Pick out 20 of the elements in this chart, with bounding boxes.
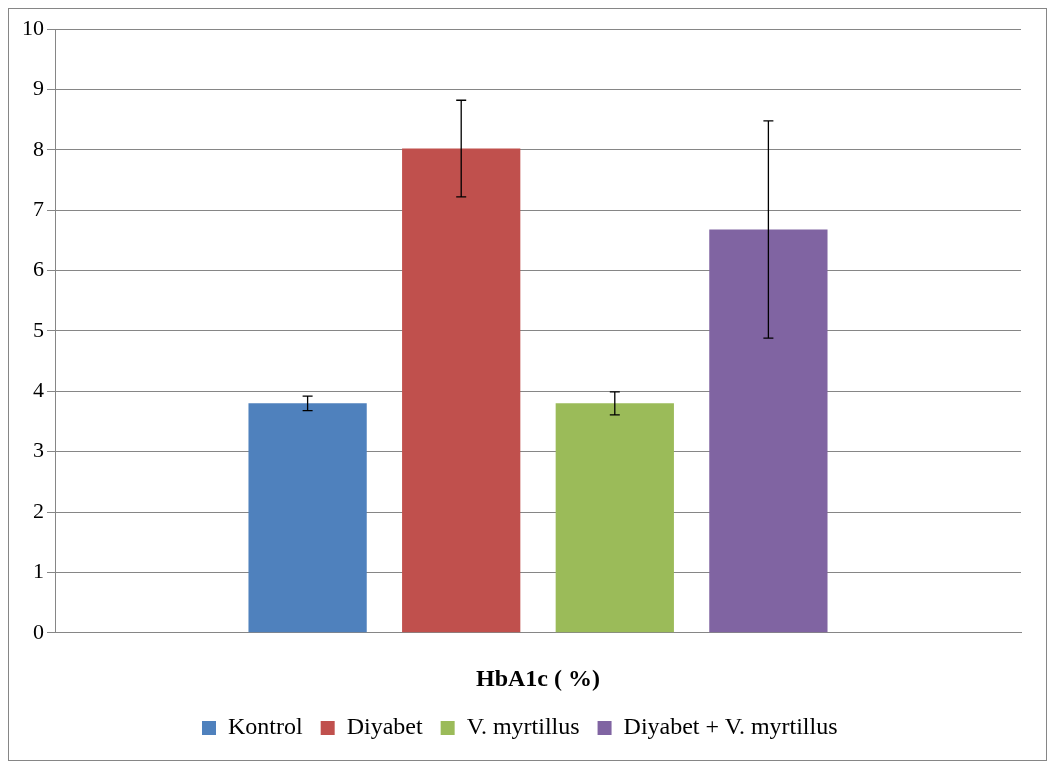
bar — [402, 148, 521, 633]
x-axis-title: HbA1c ( %) — [476, 664, 600, 691]
y-tick-label: 4 — [33, 377, 44, 403]
legend-label: Diyabet + V. myrtillus — [623, 713, 838, 740]
y-tick-label: 0 — [33, 618, 44, 644]
legend-label: Kontrol — [228, 713, 304, 740]
y-tick-label: 10 — [22, 14, 44, 40]
y-tick-label: 7 — [33, 195, 44, 221]
bar — [709, 229, 828, 633]
legend-label: V. myrtillus — [466, 713, 580, 740]
bar — [555, 403, 674, 633]
legend-label: Diyabet — [346, 713, 423, 740]
y-tick-label: 1 — [33, 558, 44, 584]
y-tick-label: 2 — [33, 497, 44, 523]
y-tick-label: 9 — [33, 75, 44, 101]
y-tick-label: 5 — [33, 316, 44, 342]
y-tick-label: 3 — [33, 437, 44, 463]
bar — [248, 403, 367, 633]
y-tick-label: 6 — [33, 256, 44, 282]
y-tick-label: 8 — [33, 135, 44, 161]
